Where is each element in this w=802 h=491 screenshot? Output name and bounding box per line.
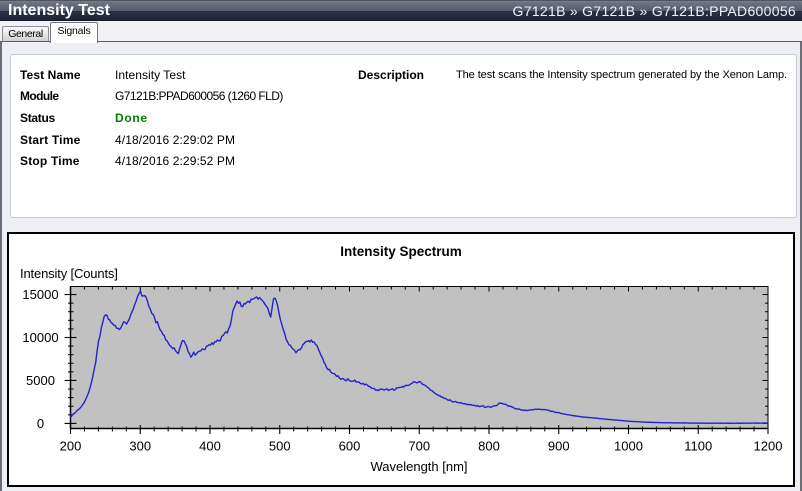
svg-text:Intensity [Counts]: Intensity [Counts] — [20, 266, 118, 281]
svg-text:400: 400 — [199, 438, 221, 453]
svg-text:200: 200 — [60, 438, 82, 453]
svg-text:1200: 1200 — [754, 438, 783, 453]
svg-text:800: 800 — [478, 438, 500, 453]
svg-text:0: 0 — [37, 416, 44, 431]
svg-text:1100: 1100 — [684, 438, 712, 453]
svg-text:500: 500 — [269, 438, 291, 453]
svg-text:10000: 10000 — [22, 330, 58, 345]
svg-text:700: 700 — [408, 438, 430, 453]
svg-text:900: 900 — [548, 438, 570, 453]
svg-text:1000: 1000 — [614, 438, 643, 453]
svg-text:15000: 15000 — [22, 287, 58, 302]
svg-text:5000: 5000 — [26, 373, 55, 388]
svg-text:300: 300 — [129, 438, 151, 453]
svg-text:Wavelength [nm]: Wavelength [nm] — [370, 459, 467, 474]
svg-text:600: 600 — [339, 438, 361, 453]
